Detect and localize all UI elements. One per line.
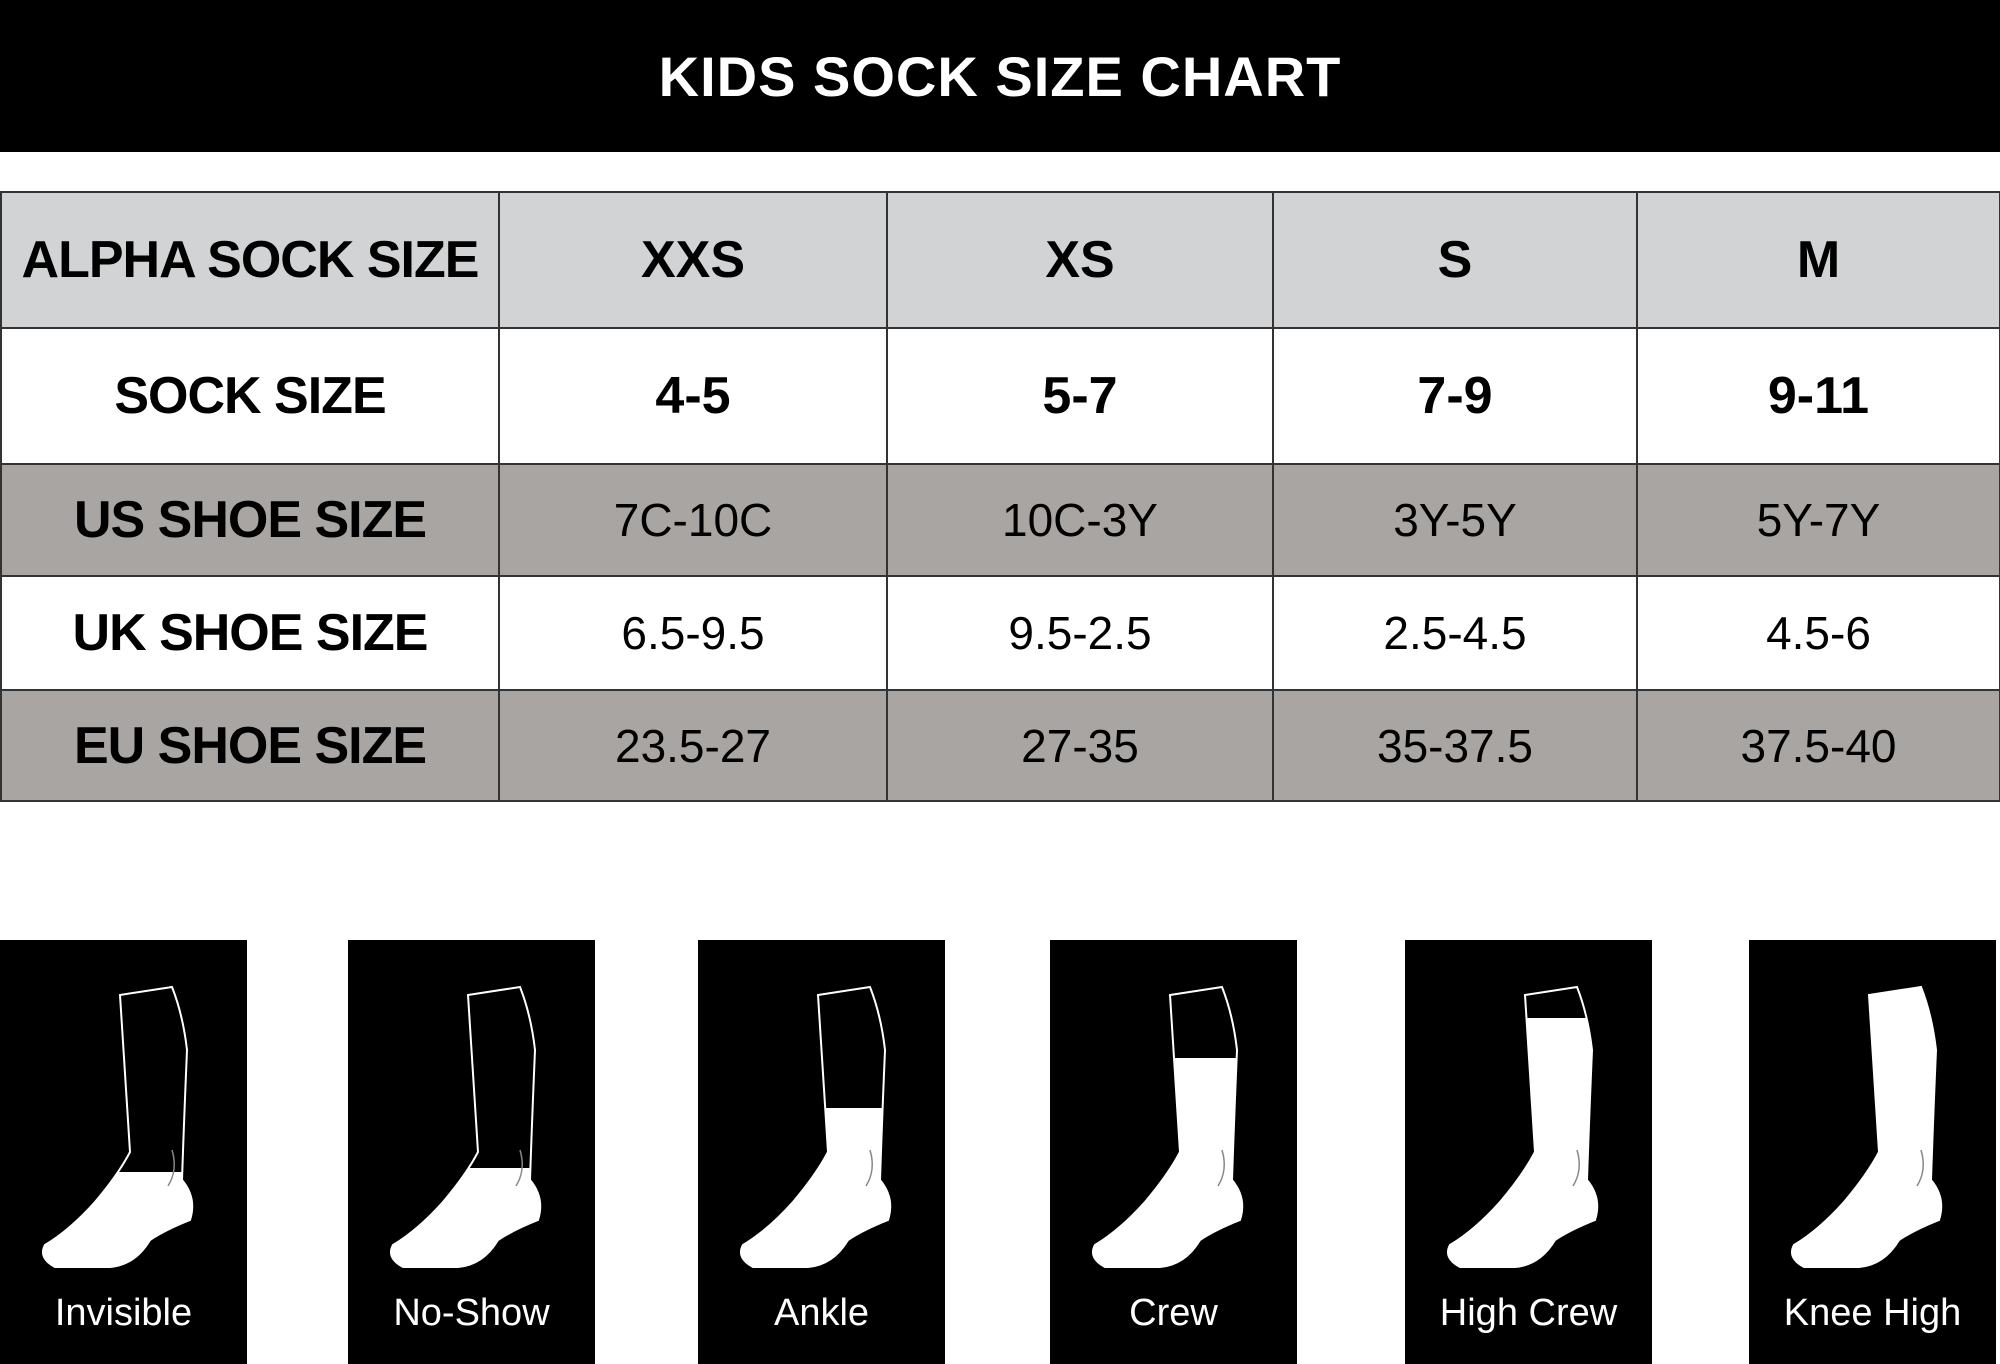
sock-style-panel: High Crew (1405, 940, 1652, 1364)
eu-shoe-size-row: EU SHOE SIZE 23.5-27 27-35 35-37.5 37.5-40 (0, 689, 2000, 802)
title-bar: KIDS SOCK SIZE CHART (0, 0, 2000, 152)
table-cell: 2.5-4.5 (1272, 575, 1638, 691)
table-cell: S (1272, 191, 1638, 329)
table-cell: 9.5-2.5 (886, 575, 1274, 691)
table-cell: 23.5-27 (498, 689, 888, 802)
sock-style-label: Knee High (1783, 1292, 1962, 1334)
row-label: EU SHOE SIZE (0, 689, 500, 802)
table-cell: 27-35 (886, 689, 1274, 802)
sock-style-panel: Knee High (1749, 940, 1996, 1364)
table-cell: 3Y-5Y (1272, 463, 1638, 577)
row-label: ALPHA SOCK SIZE (0, 191, 500, 329)
table-cell: 5-7 (886, 327, 1274, 465)
ankle-sock-icon (740, 985, 892, 1268)
row-label: US SHOE SIZE (0, 463, 500, 577)
table-cell: M (1636, 191, 2000, 329)
table-cell: 4-5 (498, 327, 888, 465)
table-cell: 10C-3Y (886, 463, 1274, 577)
no-show-sock-icon (390, 985, 542, 1268)
invisible-sock-icon (42, 985, 194, 1268)
table-cell: 7-9 (1272, 327, 1638, 465)
sock-style-label: Crew (1129, 1292, 1218, 1334)
alpha-sock-size-row: ALPHA SOCK SIZE XXS XS S M (0, 191, 2000, 329)
table-cell: XXS (498, 191, 888, 329)
knee-high-sock-icon (1791, 985, 1943, 1268)
sock-style-panel: Invisible (0, 940, 247, 1364)
table-cell: 7C-10C (498, 463, 888, 577)
table-cell: 35-37.5 (1272, 689, 1638, 802)
row-label: UK SHOE SIZE (0, 575, 500, 691)
table-cell: 9-11 (1636, 327, 2000, 465)
sock-style-panel: Crew (1050, 940, 1297, 1364)
sock-style-label: No-Show (393, 1292, 550, 1334)
sock-style-label: Invisible (54, 1292, 193, 1334)
sock-style-label: High Crew (1439, 1292, 1618, 1334)
sock-style-label: Ankle (773, 1292, 870, 1334)
page-title: KIDS SOCK SIZE CHART (658, 44, 1342, 108)
us-shoe-size-row: US SHOE SIZE 7C-10C 10C-3Y 3Y-5Y 5Y-7Y (0, 463, 2000, 577)
table-cell: 6.5-9.5 (498, 575, 888, 691)
crew-sock-icon (1092, 985, 1244, 1268)
uk-shoe-size-row: UK SHOE SIZE 6.5-9.5 9.5-2.5 2.5-4.5 4.5-6 (0, 575, 2000, 691)
sock-style-panel: No-Show (348, 940, 595, 1364)
sock-style-panel: Ankle (698, 940, 945, 1364)
row-label: SOCK SIZE (0, 327, 500, 465)
size-table: ALPHA SOCK SIZE XXS XS S M SOCK SIZE 4-5 5-7 7-9… (0, 191, 2000, 802)
sock-size-row: SOCK SIZE 4-5 5-7 7-9 9-11 (0, 327, 2000, 465)
high-crew-sock-icon (1447, 985, 1599, 1268)
table-cell: 4.5-6 (1636, 575, 2000, 691)
table-cell: 5Y-7Y (1636, 463, 2000, 577)
table-cell: XS (886, 191, 1274, 329)
table-cell: 37.5-40 (1636, 689, 2000, 802)
